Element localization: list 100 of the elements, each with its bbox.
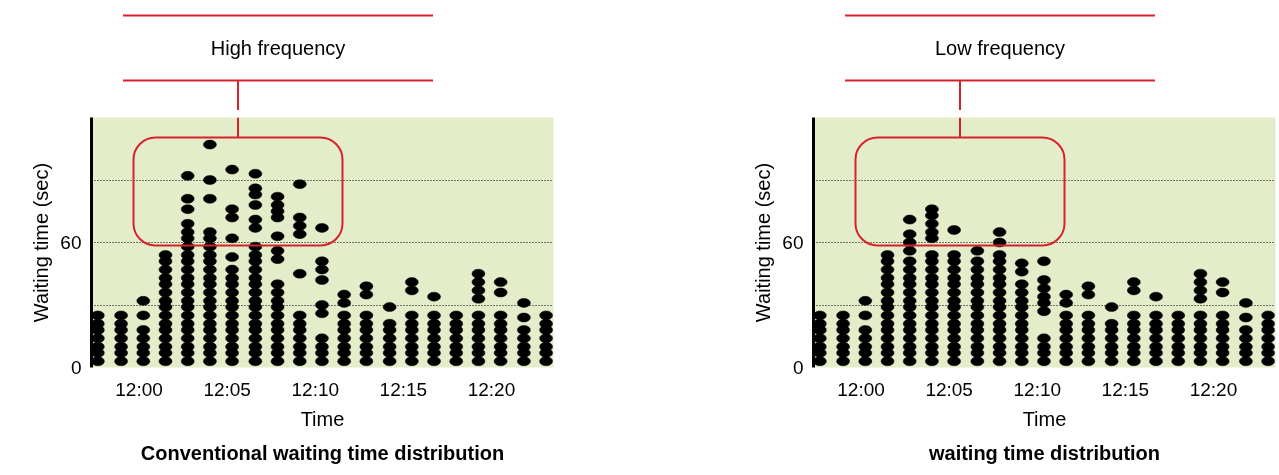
point (836, 341, 850, 352)
text: waiting time distribution (927, 441, 1161, 464)
point (813, 341, 827, 352)
x-tick-label: 12:05 (203, 378, 251, 400)
x-tick-label: 12:15 (1101, 378, 1150, 400)
point (947, 296, 961, 306)
point (225, 319, 239, 329)
y-tick-label: 0 (70, 357, 82, 378)
point (203, 296, 217, 306)
point (925, 319, 939, 329)
y-tick-label: 0 (792, 357, 804, 378)
point (925, 310, 939, 321)
point (293, 341, 307, 352)
point (947, 310, 961, 321)
point (382, 333, 397, 344)
point (337, 298, 351, 308)
point (813, 319, 827, 329)
point (293, 319, 307, 329)
point (517, 356, 531, 366)
point (925, 296, 939, 306)
point (947, 319, 961, 329)
point (947, 341, 961, 352)
point (315, 333, 329, 344)
point (225, 273, 239, 283)
point (1149, 356, 1163, 366)
text: High frequency (210, 37, 346, 60)
point (493, 333, 508, 344)
point (970, 333, 985, 344)
point (203, 194, 217, 204)
point (1239, 341, 1253, 352)
point (902, 214, 917, 225)
point (992, 264, 1007, 275)
point (225, 310, 239, 321)
point (1059, 341, 1073, 352)
point (471, 341, 486, 352)
point (539, 319, 553, 329)
point (225, 296, 239, 306)
point (813, 310, 827, 321)
point (970, 287, 985, 298)
point (539, 310, 553, 321)
point (293, 310, 307, 321)
point (225, 212, 239, 223)
point (1127, 310, 1141, 321)
point (1239, 356, 1253, 366)
point (270, 341, 285, 352)
point (315, 356, 329, 366)
point (427, 291, 441, 302)
point (970, 310, 985, 321)
point (114, 333, 128, 344)
point (248, 287, 263, 298)
point (203, 250, 217, 260)
point (517, 325, 531, 335)
x-axis-title: Time (300, 407, 345, 430)
point (947, 333, 961, 344)
x-axis-title: Time (1022, 407, 1067, 430)
point (180, 287, 195, 298)
point (1059, 289, 1073, 300)
point (836, 310, 850, 321)
point (1239, 298, 1253, 308)
point (858, 310, 873, 321)
point (427, 341, 441, 352)
point (449, 319, 463, 329)
point (1104, 333, 1119, 344)
point (813, 356, 827, 366)
point (1015, 356, 1029, 366)
point (337, 333, 351, 344)
point (1193, 310, 1208, 321)
point (1149, 291, 1163, 302)
point (293, 333, 307, 344)
point (180, 310, 195, 321)
point (925, 219, 939, 229)
point (180, 333, 195, 344)
point (925, 356, 939, 366)
point (203, 139, 217, 150)
point (925, 227, 939, 237)
point (1127, 356, 1141, 366)
point (947, 356, 961, 366)
point (880, 333, 895, 344)
point (136, 333, 151, 344)
point (1261, 356, 1275, 366)
point (1104, 341, 1119, 352)
point (947, 273, 961, 283)
x-tick-label: 12:20 (1189, 378, 1238, 400)
point (1149, 333, 1163, 344)
point (405, 285, 419, 296)
point (1215, 287, 1230, 298)
point (493, 287, 508, 298)
point (1171, 310, 1185, 321)
point (1127, 285, 1141, 296)
point (517, 333, 531, 344)
point (1059, 298, 1073, 308)
point (91, 319, 105, 329)
point (1015, 341, 1029, 352)
point (1059, 333, 1073, 344)
point (858, 333, 873, 344)
y-tick-label: 60 (782, 232, 804, 253)
point (225, 333, 239, 344)
point (517, 312, 531, 323)
point (1037, 341, 1051, 352)
point (539, 333, 553, 344)
